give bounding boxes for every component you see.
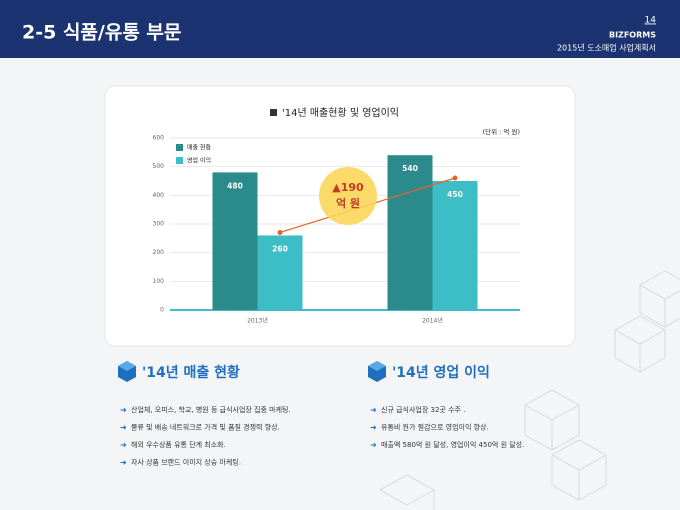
annotation-value: ▲190: [332, 181, 364, 194]
bullet-text: 산업체, 오피스, 학교, 병원 등 급식사업장 집중 마케팅.: [131, 405, 291, 414]
x-tick-label: 2014년: [422, 317, 443, 325]
y-tick-label: 600: [153, 135, 165, 142]
y-tick-label: 300: [153, 221, 165, 228]
y-tick-label: 100: [153, 278, 165, 285]
section-title: '14년 영업 이익: [392, 364, 490, 381]
bar: [212, 172, 258, 310]
bullet-arrow: ➜: [120, 406, 127, 415]
bullet-text: 물류 및 배송 네트워크로 가격 및 품질 경쟁력 향상.: [131, 423, 280, 432]
trend-point: [277, 229, 283, 235]
legend-label: 매출 현황: [187, 144, 211, 152]
y-tick-label: 500: [153, 163, 165, 170]
bullet-arrow: ➜: [120, 423, 127, 432]
y-tick-label: 0: [160, 307, 164, 314]
section-title: '14년 매출 현황: [142, 364, 240, 381]
unit-label: (단위 : 억 원): [483, 127, 520, 136]
section-icon-face: [368, 361, 386, 371]
bar: [387, 155, 433, 310]
cube-decoration: [379, 270, 680, 510]
bullet-arrow: ➜: [120, 441, 127, 450]
legend-label: 영업 이익: [187, 157, 211, 165]
chart-title: '14년 매출현황 및 영업이익: [282, 106, 399, 119]
bar: [432, 181, 478, 310]
doc-name: 2015년 도소매업 사업계획서: [557, 43, 656, 53]
value-label: 260: [272, 244, 288, 253]
bullet-arrow: ➜: [370, 423, 377, 432]
value-label: 480: [227, 181, 243, 190]
brand: BIZFORMS: [609, 31, 656, 40]
bullet-text: 매출액 580억 원 달성, 영업이익 450억 원 달성.: [381, 440, 524, 449]
bullet-text: 신규 급식사업장 32곳 수주 .: [381, 405, 465, 414]
y-tick-label: 400: [153, 192, 165, 199]
bullet-text: 자사 상품 브랜드 이미지 상승 마케팅.: [131, 458, 241, 467]
trend-point: [452, 175, 458, 181]
legend-swatch: [176, 157, 183, 164]
header-bar: [0, 0, 680, 58]
header-title: 2-5 식품/유통 부문: [22, 22, 181, 44]
page-number: 14: [645, 16, 657, 26]
title-square: [270, 109, 277, 116]
bullet-text: 유통비 원가 절감으로 영업이익 향상.: [381, 423, 489, 432]
bar: [257, 235, 303, 310]
y-tick-label: 200: [153, 249, 165, 256]
bullet-arrow: ➜: [370, 441, 377, 450]
bullet-text: 해외 우수상품 유통 단계 최소화.: [131, 440, 226, 449]
legend-swatch: [176, 144, 183, 151]
section-icon-face: [118, 361, 136, 371]
bullet-arrow: ➜: [120, 458, 127, 467]
annotation-bubble: [319, 167, 377, 225]
value-label: 540: [402, 164, 418, 173]
bullet-arrow: ➜: [370, 406, 377, 415]
x-tick-label: 2013년: [247, 317, 268, 325]
value-label: 450: [447, 190, 463, 199]
annotation-unit: 억 원: [336, 196, 360, 210]
